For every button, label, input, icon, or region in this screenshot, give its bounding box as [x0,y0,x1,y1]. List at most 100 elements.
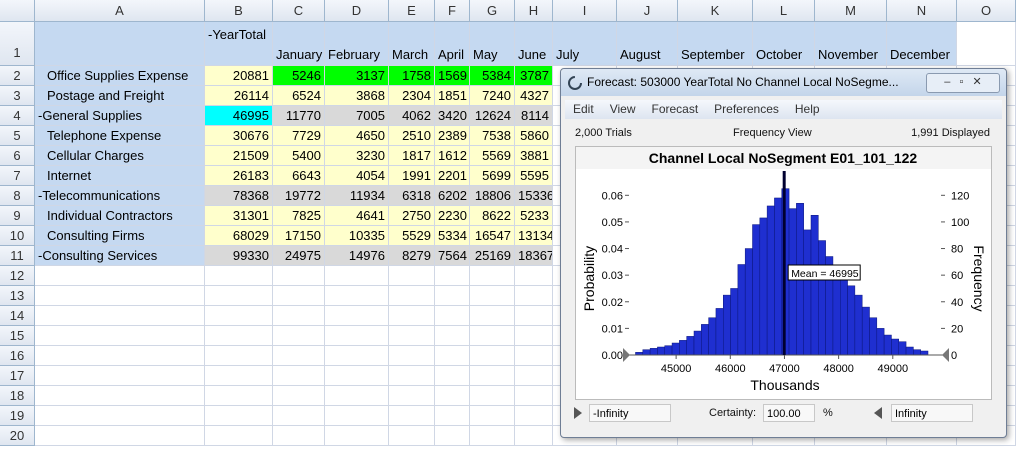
row-header: 17 [0,366,35,386]
histogram-bar [693,330,702,356]
y-tick-label: 80 [951,244,963,256]
left-grabber[interactable] [573,407,583,419]
value-cell: 2304 [389,86,435,106]
value-cell: 6202 [435,186,470,206]
row-label: Cellular Charges [35,146,205,166]
value-cell: 12624 [470,106,515,126]
month-header: May [470,22,515,66]
value-cell: 4641 [325,206,389,226]
cell [325,346,389,366]
y-tick-label: 0 [951,350,957,362]
menu-item[interactable]: Help [794,102,820,116]
upper-bound[interactable]: Infinity [891,404,973,422]
cell [273,326,325,346]
forecast-window: Forecast: 503000 YearTotal No Channel Lo… [560,68,1007,438]
lower-bound[interactable]: -Infinity [589,404,671,422]
y-tick-label: 20 [951,323,963,335]
row-header: 4 [0,106,35,126]
cell [205,346,273,366]
mean-label-box [787,264,861,281]
cell [35,366,205,386]
title-bar: Forecast: 503000 YearTotal No Channel Lo… [561,69,1006,96]
value-cell: 18367 [515,246,553,266]
value-cell: 1758 [389,66,435,86]
cell [389,366,435,386]
row-header: 6 [0,146,35,166]
value-cell: 5529 [389,226,435,246]
menu-item[interactable]: Preferences [714,102,779,116]
cell [35,346,205,366]
window-controls[interactable]: – ▫ ✕ [926,73,1000,93]
value-cell: 4054 [325,166,389,186]
cell [435,406,470,426]
cell [470,366,515,386]
certainty-label: Certainty: [709,407,757,419]
row-header: 19 [0,406,35,426]
value-cell: 6643 [273,166,325,186]
value-cell: 5860 [515,126,553,146]
value-cell: 1569 [435,66,470,86]
cell [435,306,470,326]
month-header: June [515,22,553,66]
value-cell: 1991 [389,166,435,186]
app-icon [568,76,582,90]
histogram-bar [671,342,680,356]
y2-tick-label: 0.04 [602,244,623,256]
value-cell: 46995 [205,106,273,126]
year-total-header: -YearTotal [205,22,273,66]
histogram-bar [920,350,929,356]
y-tick-label: 100 [951,217,969,229]
displayed: 1,991 Displayed [911,127,990,139]
menu-item[interactable]: Edit [573,102,594,116]
cell [515,326,553,346]
right-grabber[interactable] [873,407,883,419]
value-cell: 19772 [273,186,325,206]
value-cell: 31301 [205,206,273,226]
value-cell: 3137 [325,66,389,86]
cell [273,266,325,286]
value-cell: 10335 [325,226,389,246]
histogram-bar [854,294,863,356]
value-cell: 2230 [435,206,470,226]
value-cell: 5699 [470,166,515,186]
cell [325,306,389,326]
value-cell: 6524 [273,86,325,106]
cell [389,406,435,426]
value-cell: 15336 [515,186,553,206]
histogram-bar [847,285,856,356]
histogram-bar [708,317,717,356]
column-header: K [678,0,753,22]
cell [435,286,470,306]
certainty-input[interactable]: 100.00 [763,404,815,422]
menu-item[interactable]: Forecast [651,102,699,116]
cell [957,22,1016,66]
value-cell: 78368 [205,186,273,206]
value-cell: 5384 [470,66,515,86]
month-header: August [617,22,678,66]
cell [470,406,515,426]
row-header: 18 [0,386,35,406]
row-header: 15 [0,326,35,346]
cell [273,386,325,406]
cell [515,426,553,446]
row-label: Postage and Freight [35,86,205,106]
value-cell: 26183 [205,166,273,186]
histogram-bar [686,336,695,356]
value-cell: 7538 [470,126,515,146]
histogram-bar [861,306,870,356]
menu-item[interactable]: View [609,102,636,116]
month-header: March [389,22,435,66]
histogram-bar [744,248,753,356]
histogram-bar [649,348,658,356]
column-header: D [325,0,389,22]
cell [435,386,470,406]
cell [35,326,205,346]
x-tick-label: 49000 [877,363,908,375]
header-label-cell [35,22,205,66]
row-header: 11 [0,246,35,266]
value-cell: 2389 [435,126,470,146]
column-header: H [515,0,553,22]
value-cell: 7729 [273,126,325,146]
y2-axis-label: Probability [581,246,597,311]
month-header: April [435,22,470,66]
